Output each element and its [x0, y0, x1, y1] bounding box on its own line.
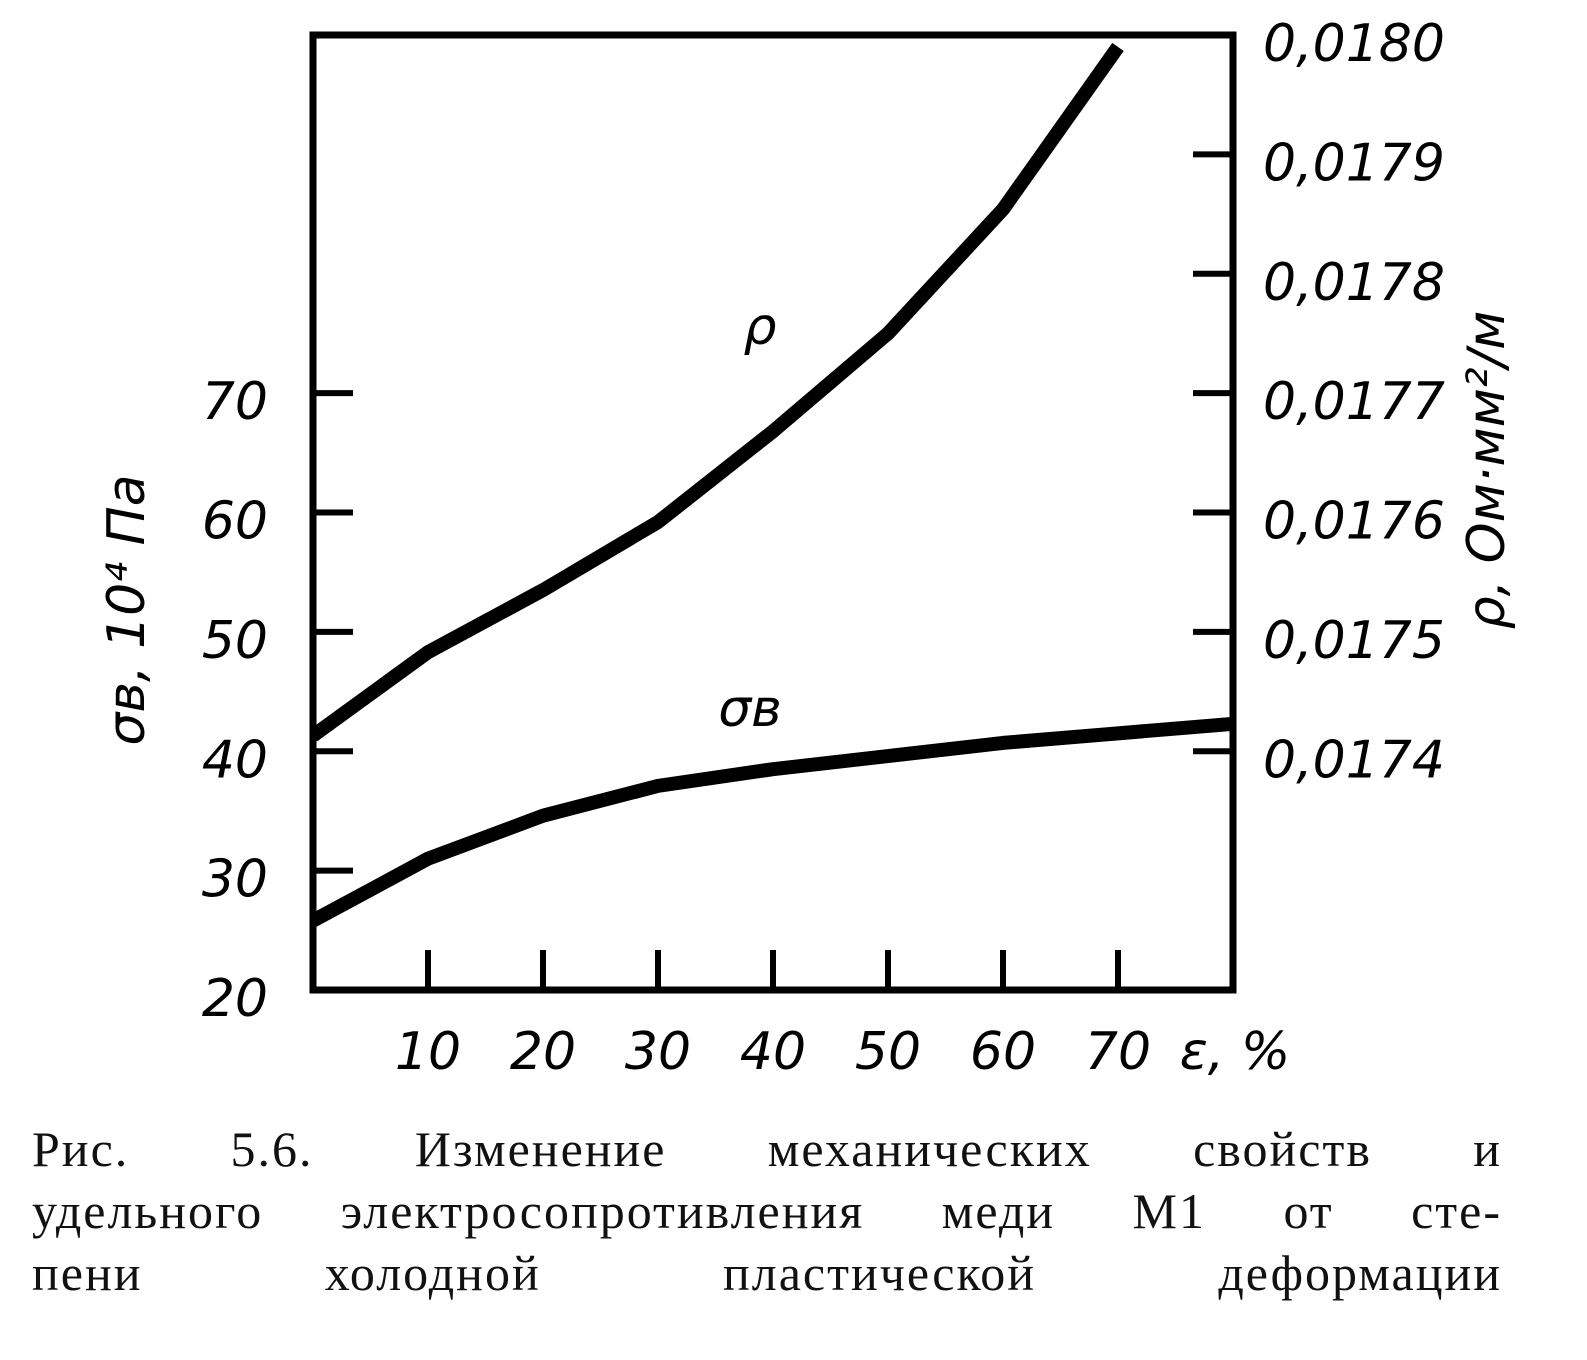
- caption-line: пени холодной пластической деформации: [32, 1245, 1502, 1301]
- data-line: [313, 42, 1124, 742]
- y2-axis-label: ρ, Ом·мм²/м: [1457, 311, 1517, 630]
- series-label: σв: [718, 679, 782, 739]
- y-tick-label: 40: [202, 730, 268, 790]
- x-tick-label: 40: [740, 1022, 806, 1082]
- y2-tick-label: 0,0175: [1263, 611, 1445, 671]
- y2-tick-label: 0,0178: [1263, 253, 1445, 313]
- y-tick-label: 70: [202, 372, 268, 432]
- y-tick-label: 50: [202, 611, 268, 671]
- series-label: ρ: [743, 297, 776, 357]
- x-tick-label: 20: [510, 1022, 576, 1082]
- y-axis-label: σв, 10⁴ Па: [97, 474, 157, 745]
- x-tick-label: 10: [395, 1022, 461, 1082]
- y-tick-label: 20: [202, 969, 268, 1029]
- x-axis-label: ε, %: [1180, 1022, 1291, 1082]
- data-line: [313, 716, 1233, 927]
- caption: Рис. 5.6. Изменение механических свойств…: [32, 1118, 1502, 1304]
- y2-tick-label: 0,0179: [1263, 133, 1445, 193]
- chart: 10 20 30 40 50 60 70 ε, % 20 30 40 50 60 70 σв, 10⁴ Па…: [97, 14, 1517, 1082]
- caption-line: Рис. 5.6. Изменение механических свойств…: [32, 1121, 1502, 1177]
- y2-tick-label: 0,0174: [1263, 730, 1445, 790]
- x-tick-label: 60: [970, 1022, 1036, 1082]
- y-tick-label: 30: [202, 850, 268, 910]
- y2-tick-label: 0,0180: [1263, 14, 1445, 74]
- y2-tick-label: 0,0177: [1263, 372, 1445, 432]
- x-tick-label: 30: [625, 1022, 691, 1082]
- y2-tick-label: 0,0176: [1263, 492, 1445, 552]
- x-tick-label: 50: [855, 1022, 921, 1082]
- caption-line: удельного электросопротивления меди М1 о…: [32, 1183, 1502, 1239]
- x-tick-label: 70: [1085, 1022, 1151, 1082]
- y-tick-label: 60: [202, 492, 268, 552]
